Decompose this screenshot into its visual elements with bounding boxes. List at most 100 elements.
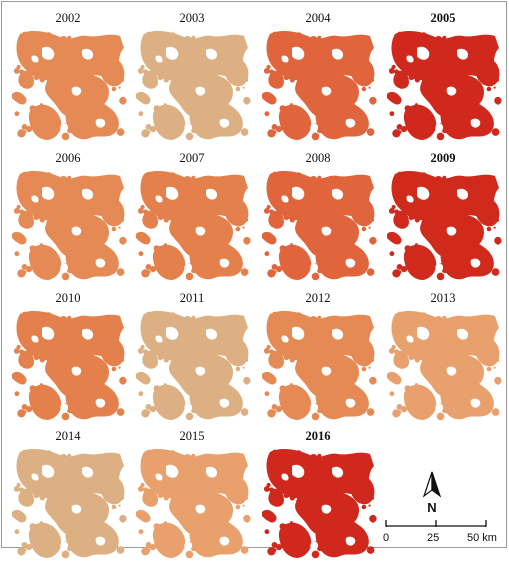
clearing (31, 473, 39, 481)
forest-fragment (29, 466, 32, 469)
forest-fragment (197, 346, 201, 350)
forest-fragment (57, 222, 65, 229)
forest-fragment (242, 226, 245, 229)
forest-fragment (341, 56, 350, 65)
forest-fragment (116, 64, 122, 70)
clearing (470, 118, 481, 128)
forest-fragment (335, 264, 339, 268)
clearing (219, 398, 230, 408)
forest-fragment (323, 518, 329, 523)
forest-fragment (25, 361, 31, 366)
north-arrow-left-half (422, 471, 433, 498)
forest-fragment (245, 381, 249, 385)
forest-fragment (198, 363, 203, 367)
forest-fragment (291, 391, 299, 399)
clearing (345, 118, 356, 128)
forest-map (136, 28, 252, 144)
forest-patch (262, 91, 277, 105)
forest-fragment (73, 484, 77, 488)
forest-fragment (59, 316, 68, 325)
forest-fragment (311, 132, 320, 141)
forest-fragment (469, 113, 475, 120)
forest-fragment (371, 241, 375, 245)
forest-fragment (343, 516, 350, 522)
forest-fragment (183, 454, 192, 463)
forest-patch (12, 231, 27, 245)
forest-fragment (57, 520, 64, 527)
forest-fragment (145, 404, 152, 410)
forest-fragment (416, 391, 424, 399)
forest-fragment (359, 221, 364, 225)
forest-fragment (66, 36, 71, 41)
forest-fragment (25, 266, 33, 273)
forest-fragment (84, 37, 90, 43)
forest-fragment (138, 251, 144, 257)
forest-fragment (348, 546, 354, 552)
forest-fragment (143, 209, 149, 215)
forest-fragment (191, 371, 195, 374)
forest-fragment (163, 357, 169, 363)
forest-fragment (120, 78, 125, 82)
forest-fragment (436, 272, 445, 281)
forest-fragment (312, 357, 317, 362)
forest-fragment (323, 240, 329, 245)
forest-fragment (434, 36, 443, 45)
forest-fragment (153, 105, 160, 112)
forest-fragment (74, 501, 79, 505)
scale-label-0: 0 (383, 532, 390, 544)
forest-fragment (456, 179, 461, 184)
forest-fragment (272, 31, 278, 37)
year-label: 2003 (179, 11, 205, 25)
forest-fragment (366, 268, 375, 276)
forest-fragment (440, 75, 449, 84)
clearing (60, 123, 69, 133)
forest-fragment (398, 37, 402, 41)
forest-patch (387, 91, 402, 105)
forest-fragment (233, 81, 238, 85)
forest-fragment (295, 172, 302, 179)
forest-fragment (146, 311, 152, 317)
map-panel-2013: 2013 (383, 290, 503, 426)
forest-patch (262, 509, 277, 523)
map-panel-2015: 2015 (132, 428, 252, 564)
forest-fragment (306, 59, 314, 67)
forest-fragment (448, 66, 452, 70)
forest-fragment (369, 376, 377, 385)
forest-fragment (205, 319, 210, 324)
forest-patch (475, 336, 500, 367)
forest-fragment (153, 48, 156, 51)
forest-fragment (186, 217, 191, 222)
forest-fragment (289, 77, 295, 83)
forest-fragment (414, 383, 418, 387)
forest-patch (387, 371, 402, 385)
forest-fragment (310, 488, 317, 494)
clearing (95, 536, 106, 546)
forest-fragment (149, 544, 157, 551)
forest-fragment (222, 408, 228, 414)
clearing (310, 541, 319, 551)
forest-fragment (473, 408, 479, 414)
forest-fragment (184, 210, 191, 216)
clearing (332, 188, 344, 200)
forest-fragment (190, 126, 198, 134)
forest-fragment (479, 49, 482, 52)
forest-fragment (21, 124, 28, 130)
forest-fragment (366, 344, 372, 350)
forest-patch (136, 509, 151, 523)
year-label: 2002 (55, 11, 81, 25)
forest-fragment (287, 478, 295, 486)
forest-fragment (197, 240, 203, 245)
forest-fragment (271, 264, 278, 270)
forest-fragment (51, 36, 59, 45)
forest-fragment (491, 204, 497, 210)
forest-fragment (116, 128, 125, 136)
forest-fragment (208, 185, 213, 189)
forest-fragment (456, 319, 461, 324)
forest-fragment (396, 264, 403, 270)
forest-fragment (56, 59, 64, 67)
forest-fragment (116, 204, 122, 210)
forest-map (262, 28, 378, 144)
forest-fragment (263, 68, 270, 74)
forest-fragment (307, 82, 315, 89)
forest-fragment (218, 393, 224, 400)
